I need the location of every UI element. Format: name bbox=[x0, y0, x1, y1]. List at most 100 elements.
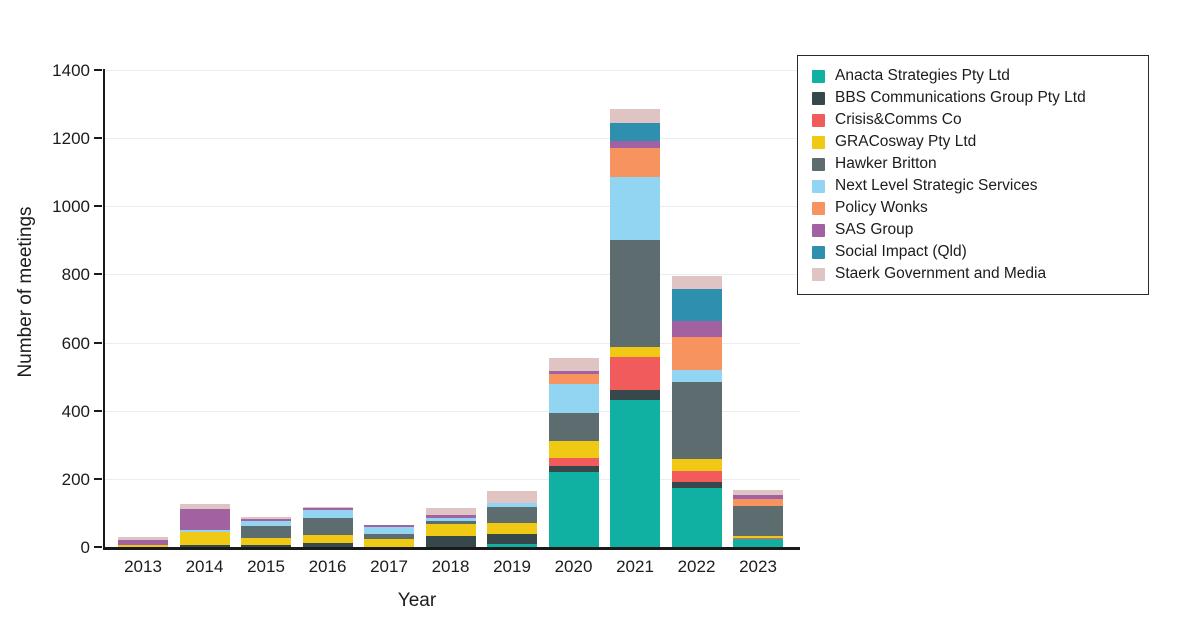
bar-segment bbox=[425, 514, 476, 518]
legend-swatch-icon bbox=[812, 113, 825, 127]
bar-segment bbox=[671, 320, 722, 337]
x-tick-label-2015: 2015 bbox=[247, 557, 285, 576]
bar-segment bbox=[548, 370, 599, 374]
bar-segment bbox=[241, 519, 291, 522]
bar-segment bbox=[671, 336, 722, 371]
bar-segment bbox=[302, 507, 353, 511]
legend-item: GRACosway Pty Ltd bbox=[812, 133, 1134, 151]
legend-swatch-icon bbox=[812, 179, 825, 193]
gridline-800 bbox=[105, 274, 800, 276]
y-tick-1400 bbox=[94, 69, 102, 71]
bar-segment bbox=[671, 459, 722, 471]
bar-segment bbox=[179, 529, 230, 533]
x-tick-label-2017: 2017 bbox=[370, 557, 408, 576]
y-axis-spine bbox=[102, 69, 105, 550]
bar-segment bbox=[364, 527, 414, 535]
x-tick-label-2020: 2020 bbox=[554, 557, 593, 576]
bar-segment bbox=[302, 543, 353, 547]
legend-item: Crisis&Comms Co bbox=[812, 111, 1134, 129]
x-axis-spine bbox=[102, 547, 800, 550]
bar-segment bbox=[548, 440, 599, 459]
bar-segment bbox=[425, 521, 476, 524]
bar-segment bbox=[671, 488, 722, 547]
y-tick-label-1000: 1000 bbox=[52, 197, 90, 217]
legend-label: BBS Communications Group Pty Ltd bbox=[835, 89, 1086, 106]
legend-swatch-icon bbox=[812, 157, 825, 171]
x-tick-label-2021: 2021 bbox=[616, 557, 654, 576]
legend-swatch-icon bbox=[812, 223, 825, 237]
legend-item: BBS Communications Group Pty Ltd bbox=[812, 89, 1134, 107]
bar-segment bbox=[302, 535, 353, 544]
bar-segment bbox=[364, 539, 414, 547]
gridline-1200 bbox=[105, 138, 800, 140]
bar-segment bbox=[610, 240, 660, 348]
bar-segment bbox=[610, 389, 660, 400]
bar-segment bbox=[548, 413, 599, 441]
bar-segment bbox=[241, 517, 291, 520]
x-axis-title: Year bbox=[397, 590, 437, 611]
legend-item: Anacta Strategies Pty Ltd bbox=[812, 67, 1134, 85]
bar-segment bbox=[425, 508, 476, 515]
y-tick-label-400: 400 bbox=[61, 401, 90, 421]
bar-segment bbox=[241, 521, 291, 526]
bar-segment bbox=[487, 503, 537, 508]
y-tick-400 bbox=[94, 409, 102, 412]
bar-segment bbox=[487, 543, 537, 547]
gridline-1000 bbox=[105, 206, 800, 208]
gridline-200 bbox=[105, 478, 800, 480]
bar-segment bbox=[733, 536, 783, 538]
legend-swatch-icon bbox=[812, 135, 825, 149]
bar-segment bbox=[548, 384, 599, 414]
bar-segment bbox=[241, 538, 291, 545]
legend-swatch-icon bbox=[812, 69, 825, 83]
bar-segment bbox=[302, 506, 353, 508]
gridline-1400 bbox=[105, 70, 800, 71]
bar-segment bbox=[671, 382, 722, 460]
bar-segment bbox=[733, 506, 783, 537]
legend-label: Social Impact (Qld) bbox=[835, 243, 967, 260]
bar-segment bbox=[671, 289, 722, 321]
x-tick-label-2014: 2014 bbox=[185, 557, 224, 576]
bar-segment bbox=[118, 539, 168, 546]
bar-segment bbox=[487, 523, 537, 535]
bar-segment bbox=[179, 545, 230, 547]
legend-label: Anacta Strategies Pty Ltd bbox=[835, 67, 1010, 84]
bar-segment bbox=[548, 465, 599, 473]
bar-segment bbox=[487, 507, 537, 524]
y-tick-label-800: 800 bbox=[61, 265, 90, 285]
bar-segment bbox=[179, 509, 230, 530]
bar-segment bbox=[610, 140, 660, 148]
y-tick-label-200: 200 bbox=[61, 469, 90, 489]
bar-segment bbox=[241, 544, 291, 547]
x-tick-label-2016: 2016 bbox=[308, 557, 347, 576]
x-tick-label-2022: 2022 bbox=[677, 557, 716, 576]
bar-segment bbox=[548, 373, 599, 385]
legend-item: Policy Wonks bbox=[812, 199, 1134, 217]
bar-segment bbox=[610, 147, 660, 177]
bar-segment bbox=[610, 357, 660, 390]
bar-segment bbox=[733, 489, 783, 495]
legend-label: Staerk Government and Media bbox=[835, 265, 1047, 282]
legend-item: Social Impact (Qld) bbox=[812, 243, 1134, 261]
bar-segment bbox=[179, 504, 230, 510]
x-tick-label-2013: 2013 bbox=[124, 557, 162, 576]
bar-segment bbox=[610, 176, 660, 241]
bar-segment bbox=[610, 123, 660, 141]
bar-segment bbox=[610, 108, 660, 124]
legend: Anacta Strategies Pty Ltd BBS Communicati… bbox=[797, 55, 1149, 295]
bar-segment bbox=[671, 481, 722, 489]
bar-segment bbox=[548, 472, 599, 547]
bar-segment bbox=[364, 534, 414, 540]
legend-swatch-icon bbox=[812, 267, 825, 281]
y-tick-1000 bbox=[94, 205, 102, 208]
x-tick-label-2023: 2023 bbox=[739, 557, 777, 576]
bar-segment bbox=[118, 545, 168, 547]
bar-segment bbox=[487, 534, 537, 544]
gridline-400 bbox=[105, 410, 800, 412]
y-tick-label-1400: 1400 bbox=[52, 61, 90, 80]
legend-label: GRACosway Pty Ltd bbox=[835, 133, 977, 150]
x-tick-label-2019: 2019 bbox=[493, 557, 531, 576]
bar-segment bbox=[733, 494, 783, 499]
